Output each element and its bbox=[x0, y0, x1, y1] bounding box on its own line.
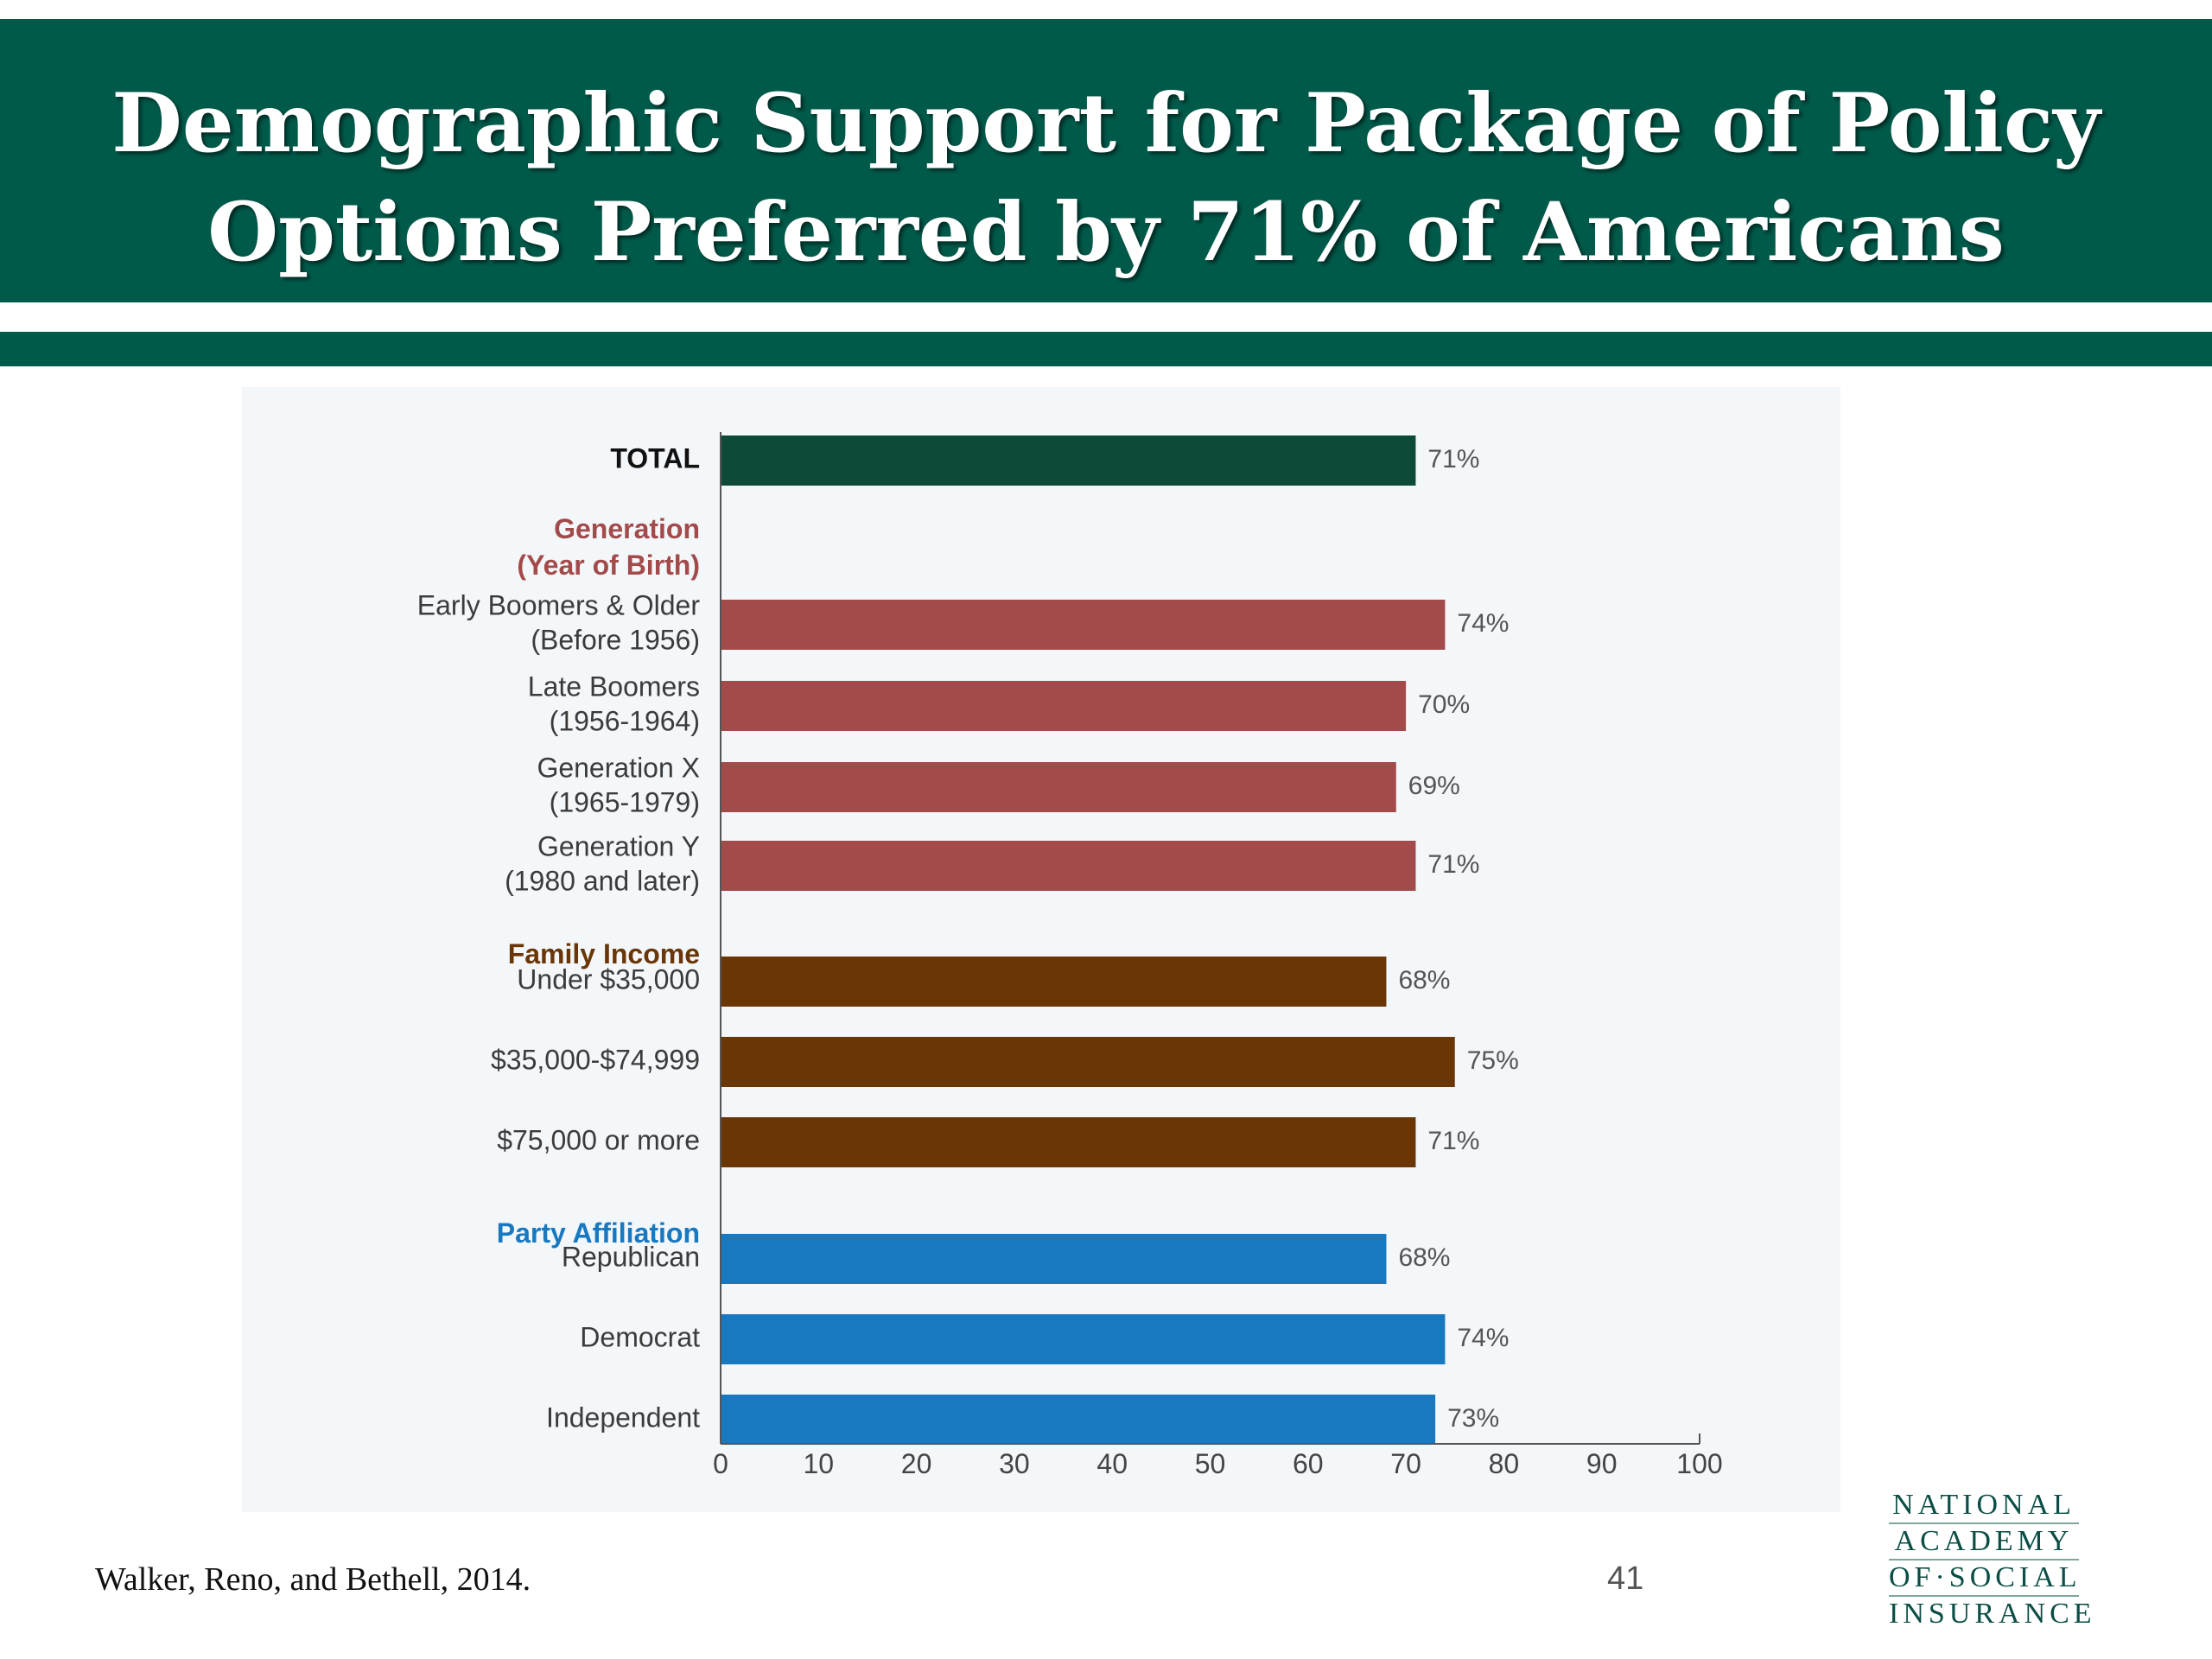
bar-4 bbox=[721, 762, 1396, 812]
value-label-4: 69% bbox=[1408, 772, 1460, 800]
banner-stripe bbox=[0, 332, 2212, 366]
category-label-6-line-1: Under $35,000 bbox=[517, 963, 700, 995]
group-header-3-line-1: Party Affiliation bbox=[497, 1217, 700, 1249]
value-label-7: 75% bbox=[1467, 1046, 1519, 1075]
bar-11 bbox=[721, 1395, 1436, 1445]
value-label-6: 68% bbox=[1398, 966, 1450, 995]
x-tick-label-70: 70 bbox=[1390, 1448, 1421, 1479]
x-tick-label-20: 20 bbox=[901, 1448, 932, 1479]
category-label-2-line-2: (Before 1956) bbox=[531, 624, 700, 655]
category-label-9-line-1: Republican bbox=[562, 1241, 700, 1272]
group-header-1-line-2: (Year of Birth) bbox=[517, 550, 700, 581]
category-label-1-line-1: TOTAL bbox=[610, 442, 700, 474]
bar-5 bbox=[721, 841, 1416, 891]
value-label-8: 71% bbox=[1427, 1127, 1479, 1155]
logo-line-1: NATIONAL bbox=[1889, 1488, 2079, 1524]
category-label-2-line-1: Early Boomers & Older bbox=[417, 589, 701, 620]
bar-8 bbox=[721, 1117, 1416, 1167]
category-label-5-line-2: (1980 and later) bbox=[505, 865, 700, 896]
chart-panel: 71% TOTAL Generation (Year of Birth) 74% Earl… bbox=[242, 387, 1840, 1512]
value-label-3: 70% bbox=[1418, 690, 1470, 719]
category-label-3-line-2: (1956-1964) bbox=[550, 705, 700, 736]
value-label-1: 71% bbox=[1427, 445, 1479, 474]
group-header-2-line-1: Family Income bbox=[508, 938, 700, 969]
bar-2 bbox=[721, 600, 1446, 650]
category-label-5-line-1: Generation Y bbox=[537, 830, 700, 861]
category-label-7-line-1: $35,000-$74,999 bbox=[491, 1044, 700, 1075]
source-citation: Walker, Reno, and Bethell, 2014. bbox=[95, 1561, 531, 1598]
category-label-3-line-1: Late Boomers bbox=[528, 671, 700, 702]
group-header-1-line-1: Generation bbox=[554, 513, 700, 544]
x-tick-label-40: 40 bbox=[1096, 1448, 1128, 1479]
value-label-9: 68% bbox=[1398, 1243, 1450, 1272]
nasi-logo: NATIONAL ACADEMY OF·SOCIAL INSURANCE bbox=[1889, 1488, 2096, 1631]
logo-line-2: ACADEMY bbox=[1889, 1524, 2079, 1560]
category-label-11-line-1: Independent bbox=[546, 1402, 700, 1433]
x-tick-label-50: 50 bbox=[1195, 1448, 1226, 1479]
bar-1 bbox=[721, 435, 1416, 486]
category-label-10-line-1: Democrat bbox=[580, 1321, 700, 1352]
bar-9 bbox=[721, 1234, 1387, 1284]
category-label-4-line-2: (1965-1979) bbox=[550, 786, 700, 817]
bar-chart: 71% TOTAL Generation (Year of Birth) 74% Earl… bbox=[417, 432, 1723, 1479]
x-tick-label-100: 100 bbox=[1676, 1448, 1722, 1479]
x-tick-label-90: 90 bbox=[1586, 1448, 1618, 1479]
x-tick-label-80: 80 bbox=[1489, 1448, 1520, 1479]
logo-line-3: OF·SOCIAL bbox=[1889, 1560, 2079, 1597]
bar-3 bbox=[721, 681, 1407, 731]
value-label-10: 74% bbox=[1457, 1324, 1509, 1352]
logo-line-4: INSURANCE bbox=[1889, 1598, 2096, 1630]
bar-10 bbox=[721, 1314, 1446, 1364]
x-tick-label-10: 10 bbox=[804, 1448, 835, 1479]
slide-title: Demographic Support for Package of Polic… bbox=[0, 69, 2212, 287]
x-tick-label-30: 30 bbox=[999, 1448, 1030, 1479]
x-tick-label-0: 0 bbox=[713, 1448, 728, 1479]
slide-title-line-1: Demographic Support for Package of Polic… bbox=[111, 76, 2101, 171]
value-label-11: 73% bbox=[1447, 1404, 1499, 1433]
banner-gap bbox=[0, 302, 2212, 332]
slide-title-line-2: Options Preferred by 71% of Americans bbox=[207, 185, 2005, 280]
page-number: 41 bbox=[1607, 1560, 1644, 1597]
category-label-4-line-1: Generation X bbox=[537, 752, 700, 783]
bar-6 bbox=[721, 957, 1387, 1007]
category-label-8-line-1: $75,000 or more bbox=[497, 1124, 700, 1155]
bar-7 bbox=[721, 1037, 1455, 1087]
x-tick-label-60: 60 bbox=[1293, 1448, 1324, 1479]
value-label-2: 74% bbox=[1457, 609, 1509, 638]
title-banner bbox=[0, 19, 2212, 302]
value-label-5: 71% bbox=[1427, 850, 1479, 879]
